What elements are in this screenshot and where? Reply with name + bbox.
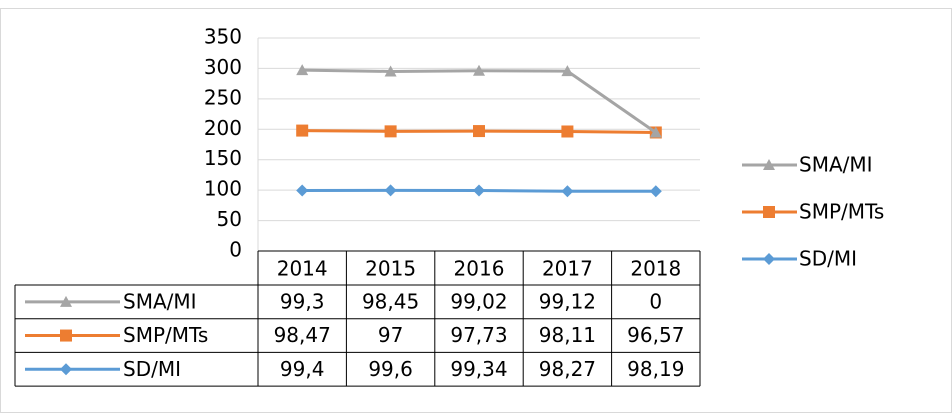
y-tick-label: 250: [204, 85, 242, 109]
data-point: [561, 185, 574, 198]
y-tick-label: 300: [204, 55, 242, 79]
data-point: [561, 125, 574, 138]
legend-label: SMA/MI: [799, 153, 873, 177]
table-legend-marker: [60, 295, 72, 307]
data-point: [473, 184, 485, 197]
x-tick-label: 2016: [454, 257, 505, 281]
y-tick-label: 350: [204, 25, 242, 49]
x-tick-label: 2018: [630, 257, 681, 281]
table-value: 99,34: [450, 357, 507, 381]
table-value: 98,19: [627, 357, 684, 381]
table-value: 97,73: [450, 323, 507, 347]
legend-marker: [763, 159, 775, 170]
x-tick-label: 2014: [277, 257, 328, 281]
table-value: 96,57: [627, 323, 684, 347]
data-point: [296, 184, 309, 197]
y-tick-label: 150: [204, 146, 242, 170]
x-tick-label: 2015: [365, 257, 416, 281]
table-value: 99,6: [368, 357, 413, 381]
table-value: 99,4: [280, 357, 325, 381]
y-tick-label: 0: [229, 238, 242, 262]
table-legend-marker: [60, 329, 72, 342]
data-point: [384, 184, 397, 197]
table-value: 97: [378, 323, 403, 347]
legend-label: SMP/MTs: [799, 200, 884, 224]
y-tick-label: 200: [204, 116, 242, 140]
table-series-name: SMP/MTs: [123, 323, 208, 347]
table-legend-marker: [60, 363, 72, 376]
data-point: [473, 125, 485, 138]
data-point: [384, 125, 397, 138]
y-tick-label: 100: [204, 177, 242, 201]
table-value: 99,02: [450, 289, 507, 313]
data-point: [296, 124, 309, 137]
data-point: [296, 64, 309, 76]
table-series-name: SD/MI: [123, 357, 181, 381]
y-tick-label: 50: [217, 207, 242, 231]
data-point: [649, 126, 662, 138]
legend-marker: [763, 206, 775, 218]
table-value: 99,3: [280, 289, 325, 313]
data-point: [649, 185, 662, 198]
table-value: 99,12: [539, 289, 596, 313]
x-tick-label: 2017: [542, 257, 593, 281]
table-value: 98,27: [539, 357, 596, 381]
table-value: 98,45: [362, 289, 419, 313]
data-point: [384, 65, 397, 77]
data-point: [473, 64, 485, 76]
table-value: 98,47: [274, 323, 331, 347]
table-value: 98,11: [539, 323, 596, 347]
table-value: 0: [649, 289, 662, 313]
table-series-name: SMA/MI: [123, 289, 197, 313]
data-point: [561, 65, 574, 77]
legend-marker: [763, 253, 775, 265]
legend-label: SD/MI: [799, 247, 857, 271]
